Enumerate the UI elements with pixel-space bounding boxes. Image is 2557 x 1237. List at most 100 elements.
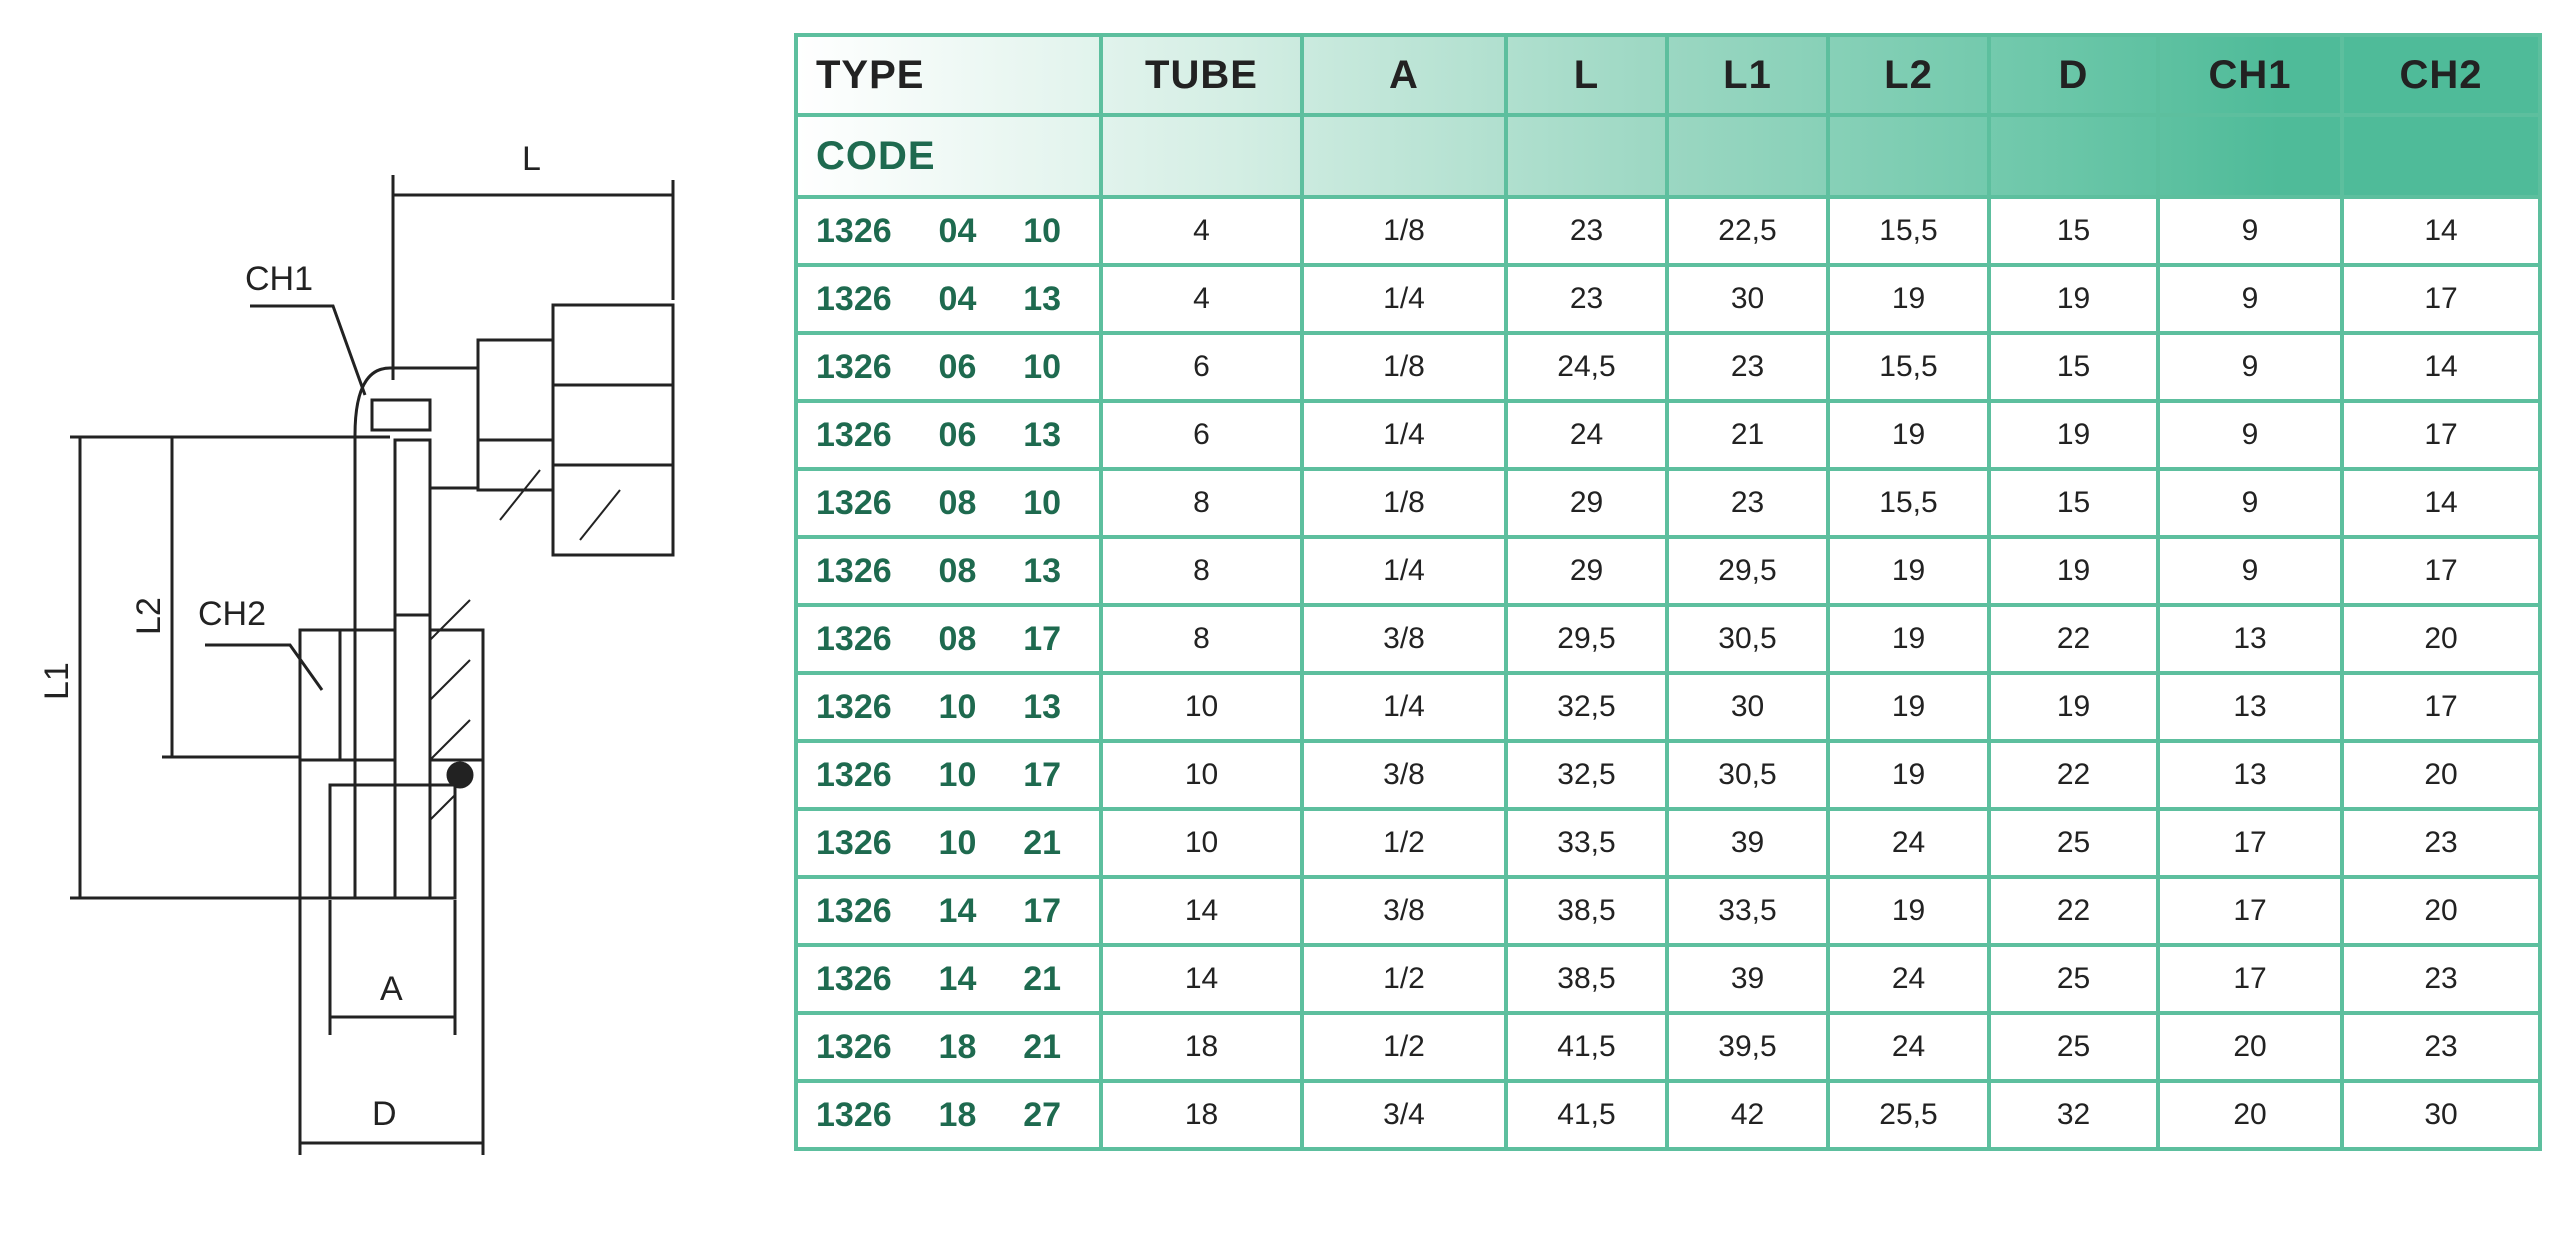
value-cell-l1: 30 bbox=[1665, 263, 1830, 335]
value-cell-ch2: 17 bbox=[2340, 399, 2542, 471]
value-cell-l2: 24 bbox=[1826, 807, 1991, 879]
value-cell-d: 15 bbox=[1987, 467, 2160, 539]
value-cell-tube: 10 bbox=[1099, 671, 1304, 743]
value-cell-tube: 18 bbox=[1099, 1079, 1304, 1151]
value-cell-ch1: 9 bbox=[2156, 195, 2344, 267]
header-empty bbox=[1099, 113, 1304, 199]
value-cell-tube: 6 bbox=[1099, 331, 1304, 403]
value-cell-l1: 21 bbox=[1665, 399, 1830, 471]
dimension-table: TYPE TUBE A L L1 L2 D CH1 CH2 CODE 1326 … bbox=[794, 33, 2542, 1151]
value-cell-l: 32,5 bbox=[1504, 671, 1669, 743]
value-cell-a: 3/8 bbox=[1300, 739, 1508, 811]
value-cell-l: 38,5 bbox=[1504, 875, 1669, 947]
value-cell-l: 29 bbox=[1504, 467, 1669, 539]
value-cell-l2: 19 bbox=[1826, 739, 1991, 811]
value-cell-l: 24 bbox=[1504, 399, 1669, 471]
table-row: 1326 14 17 14 3/8 38,5 33,5 19 22 17 20 bbox=[794, 875, 2542, 947]
header-a: A bbox=[1300, 33, 1508, 117]
table-row: 1326 08 17 8 3/8 29,5 30,5 19 22 13 20 bbox=[794, 603, 2542, 675]
value-cell-ch2: 20 bbox=[2340, 739, 2542, 811]
value-cell-l2: 24 bbox=[1826, 1011, 1991, 1083]
value-cell-ch1: 9 bbox=[2156, 467, 2344, 539]
table-row: 1326 10 17 10 3/8 32,5 30,5 19 22 13 20 bbox=[794, 739, 2542, 811]
value-cell-l: 23 bbox=[1504, 195, 1669, 267]
header-row: TYPE TUBE A L L1 L2 D CH1 CH2 bbox=[794, 33, 2542, 117]
header-l2: L2 bbox=[1826, 33, 1991, 117]
value-cell-l1: 30,5 bbox=[1665, 739, 1830, 811]
value-cell-ch1: 13 bbox=[2156, 603, 2344, 675]
value-cell-l2: 19 bbox=[1826, 603, 1991, 675]
value-cell-l1: 23 bbox=[1665, 331, 1830, 403]
dim-label-a: A bbox=[380, 970, 403, 1008]
value-cell-l1: 30,5 bbox=[1665, 603, 1830, 675]
header-empty bbox=[1987, 113, 2160, 199]
header-empty bbox=[2340, 113, 2542, 199]
dim-label-l: L bbox=[522, 140, 541, 178]
value-cell-l: 32,5 bbox=[1504, 739, 1669, 811]
value-cell-tube: 8 bbox=[1099, 603, 1304, 675]
value-cell-d: 19 bbox=[1987, 399, 2160, 471]
value-cell-ch2: 14 bbox=[2340, 195, 2542, 267]
value-cell-tube: 14 bbox=[1099, 943, 1304, 1015]
value-cell-tube: 10 bbox=[1099, 739, 1304, 811]
code-cell: 1326 14 17 bbox=[794, 875, 1103, 947]
value-cell-l: 23 bbox=[1504, 263, 1669, 335]
value-cell-l: 38,5 bbox=[1504, 943, 1669, 1015]
value-cell-ch1: 20 bbox=[2156, 1011, 2344, 1083]
value-cell-d: 15 bbox=[1987, 195, 2160, 267]
header-empty bbox=[1504, 113, 1669, 199]
value-cell-ch2: 14 bbox=[2340, 467, 2542, 539]
header-empty bbox=[1300, 113, 1508, 199]
value-cell-l2: 15,5 bbox=[1826, 195, 1991, 267]
code-cell: 1326 08 13 bbox=[794, 535, 1103, 607]
value-cell-l2: 24 bbox=[1826, 943, 1991, 1015]
value-cell-l2: 15,5 bbox=[1826, 331, 1991, 403]
table-row: 1326 08 10 8 1/8 29 23 15,5 15 9 14 bbox=[794, 467, 2542, 539]
value-cell-ch1: 20 bbox=[2156, 1079, 2344, 1151]
header-tube: TUBE bbox=[1099, 33, 1304, 117]
header-empty bbox=[2156, 113, 2344, 199]
value-cell-ch2: 17 bbox=[2340, 263, 2542, 335]
table-row: 1326 10 13 10 1/4 32,5 30 19 19 13 17 bbox=[794, 671, 2542, 743]
value-cell-l: 24,5 bbox=[1504, 331, 1669, 403]
value-cell-d: 22 bbox=[1987, 603, 2160, 675]
table-row: 1326 18 21 18 1/2 41,5 39,5 24 25 20 23 bbox=[794, 1011, 2542, 1083]
code-cell: 1326 06 10 bbox=[794, 331, 1103, 403]
value-cell-a: 1/4 bbox=[1300, 399, 1508, 471]
header-ch1: CH1 bbox=[2156, 33, 2344, 117]
value-cell-l1: 39,5 bbox=[1665, 1011, 1830, 1083]
header-empty bbox=[1826, 113, 1991, 199]
code-cell: 1326 06 13 bbox=[794, 399, 1103, 471]
header-l: L bbox=[1504, 33, 1669, 117]
dim-label-l1: L1 bbox=[38, 662, 76, 700]
value-cell-ch1: 17 bbox=[2156, 807, 2344, 879]
value-cell-a: 1/2 bbox=[1300, 807, 1508, 879]
value-cell-a: 1/4 bbox=[1300, 263, 1508, 335]
value-cell-tube: 4 bbox=[1099, 263, 1304, 335]
value-cell-a: 3/8 bbox=[1300, 603, 1508, 675]
dim-label-l2: L2 bbox=[130, 597, 168, 635]
table-row: 1326 06 10 6 1/8 24,5 23 15,5 15 9 14 bbox=[794, 331, 2542, 403]
value-cell-ch1: 9 bbox=[2156, 263, 2344, 335]
value-cell-l2: 19 bbox=[1826, 399, 1991, 471]
value-cell-ch2: 17 bbox=[2340, 671, 2542, 743]
value-cell-ch1: 13 bbox=[2156, 671, 2344, 743]
value-cell-d: 22 bbox=[1987, 875, 2160, 947]
table-row: 1326 14 21 14 1/2 38,5 39 24 25 17 23 bbox=[794, 943, 2542, 1015]
value-cell-ch1: 9 bbox=[2156, 331, 2344, 403]
fitting-technical-drawing: L CH1 CH2 A D L1 L2 bbox=[38, 140, 675, 1155]
value-cell-ch1: 9 bbox=[2156, 535, 2344, 607]
value-cell-tube: 14 bbox=[1099, 875, 1304, 947]
value-cell-ch1: 13 bbox=[2156, 739, 2344, 811]
header-empty bbox=[1665, 113, 1830, 199]
value-cell-tube: 6 bbox=[1099, 399, 1304, 471]
value-cell-l: 41,5 bbox=[1504, 1011, 1669, 1083]
dim-label-ch2: CH2 bbox=[198, 595, 266, 633]
value-cell-d: 19 bbox=[1987, 671, 2160, 743]
value-cell-l2: 19 bbox=[1826, 875, 1991, 947]
code-cell: 1326 08 10 bbox=[794, 467, 1103, 539]
value-cell-tube: 8 bbox=[1099, 467, 1304, 539]
value-cell-a: 1/8 bbox=[1300, 195, 1508, 267]
header-ch2: CH2 bbox=[2340, 33, 2542, 117]
value-cell-d: 22 bbox=[1987, 739, 2160, 811]
